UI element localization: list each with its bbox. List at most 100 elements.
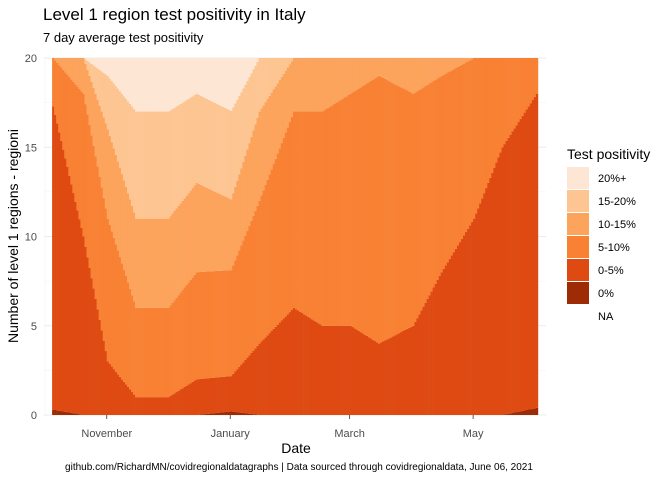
bar-segment <box>357 58 361 89</box>
legend-label: NA <box>598 311 614 323</box>
bar-segment <box>205 271 209 379</box>
bar-segment <box>297 111 300 311</box>
bar-segment <box>106 218 110 362</box>
bar-segment <box>177 205 180 296</box>
bar-segment <box>418 58 421 90</box>
bar-segment <box>305 111 308 316</box>
bar-segment <box>258 58 261 112</box>
bar-segment <box>446 262 450 415</box>
bar-segment <box>181 58 184 103</box>
bar-segment <box>250 58 253 74</box>
bar-segment <box>331 105 334 326</box>
bar-segment <box>82 236 85 415</box>
bar-segment <box>317 58 320 112</box>
bar-segment <box>214 377 217 414</box>
bar-segment <box>193 380 197 415</box>
bar-segment <box>509 58 512 135</box>
bar-segment <box>323 58 326 111</box>
bar-segment <box>288 58 292 65</box>
bar-segment <box>519 118 523 412</box>
bar-segment <box>400 332 403 415</box>
bar-segment <box>124 186 128 277</box>
bar-segment <box>452 58 456 70</box>
bar-segment <box>493 167 496 415</box>
bar-segment <box>386 80 389 340</box>
legend-swatch <box>567 305 589 327</box>
bar-segment <box>120 174 124 264</box>
bar-segment <box>309 58 312 112</box>
bar-segment <box>218 58 221 105</box>
bar-segment <box>167 307 170 398</box>
bar-segment <box>129 199 132 289</box>
bar-segment <box>108 78 112 136</box>
bar-segment <box>161 111 164 219</box>
bar-segment <box>355 58 359 90</box>
bar-segment <box>201 96 205 186</box>
bar-segment <box>147 218 150 308</box>
bar-segment <box>110 80 114 143</box>
bar-segment <box>408 327 411 415</box>
bar-segment <box>345 58 348 97</box>
bar-segment <box>187 282 191 385</box>
bar-segment <box>72 58 75 82</box>
bar-segment <box>114 154 118 245</box>
bar-segment <box>126 101 130 194</box>
bar-segment <box>254 65 257 125</box>
bar-segment <box>226 376 229 412</box>
bar-segment <box>535 407 539 415</box>
bar-segment <box>398 333 401 415</box>
bar-segment <box>382 341 385 415</box>
bar-segment <box>278 58 282 81</box>
bar-segment <box>333 103 336 326</box>
bar-segment <box>333 58 336 104</box>
bar-segment <box>339 325 342 415</box>
bar-segment <box>177 105 180 206</box>
bar-segment <box>96 68 99 100</box>
bar-segment <box>151 307 154 398</box>
bar-segment <box>321 111 324 326</box>
bar-segment <box>533 58 537 97</box>
bar-segment <box>234 186 237 261</box>
bar-segment <box>515 412 518 415</box>
bar-segment <box>238 412 241 415</box>
bar-segment <box>88 124 91 268</box>
bar-segment <box>228 58 231 111</box>
bar-segment <box>122 381 126 415</box>
bar-segment <box>78 219 81 415</box>
bar-segment <box>145 307 148 398</box>
bar-segment <box>424 58 427 87</box>
bar-segment <box>64 411 67 415</box>
bar-segment <box>175 106 178 209</box>
bar-segment <box>207 271 211 379</box>
bar-segment <box>349 325 352 415</box>
bar-segment <box>434 283 437 415</box>
bar-segment <box>244 58 247 85</box>
bar-segment <box>361 333 365 415</box>
bar-segment <box>141 111 144 219</box>
bar-segment <box>238 366 241 413</box>
bar-segment <box>226 411 229 415</box>
bar-segment <box>282 318 286 415</box>
bar-segment <box>242 161 245 241</box>
bar-segment <box>189 97 193 191</box>
bar-segment <box>471 58 474 60</box>
bar-segment <box>501 58 504 148</box>
bar-segment <box>135 307 138 398</box>
bar-segment <box>165 307 168 398</box>
bar-segment <box>467 58 470 62</box>
bar-segment <box>193 58 197 95</box>
bar-segment <box>236 99 239 181</box>
bar-segment <box>290 61 294 117</box>
bar-segment <box>104 208 108 352</box>
bar-segment <box>116 374 120 415</box>
bar-segment <box>491 172 494 415</box>
bar-segment <box>90 278 93 415</box>
bar-segment <box>272 58 276 90</box>
bar-segment <box>232 265 235 374</box>
bar-segment <box>329 58 332 107</box>
bar-segment <box>240 412 243 415</box>
bar-segment <box>191 381 195 415</box>
bar-segment <box>503 144 506 415</box>
bar-segment <box>454 68 458 249</box>
bar-segment <box>131 295 134 393</box>
